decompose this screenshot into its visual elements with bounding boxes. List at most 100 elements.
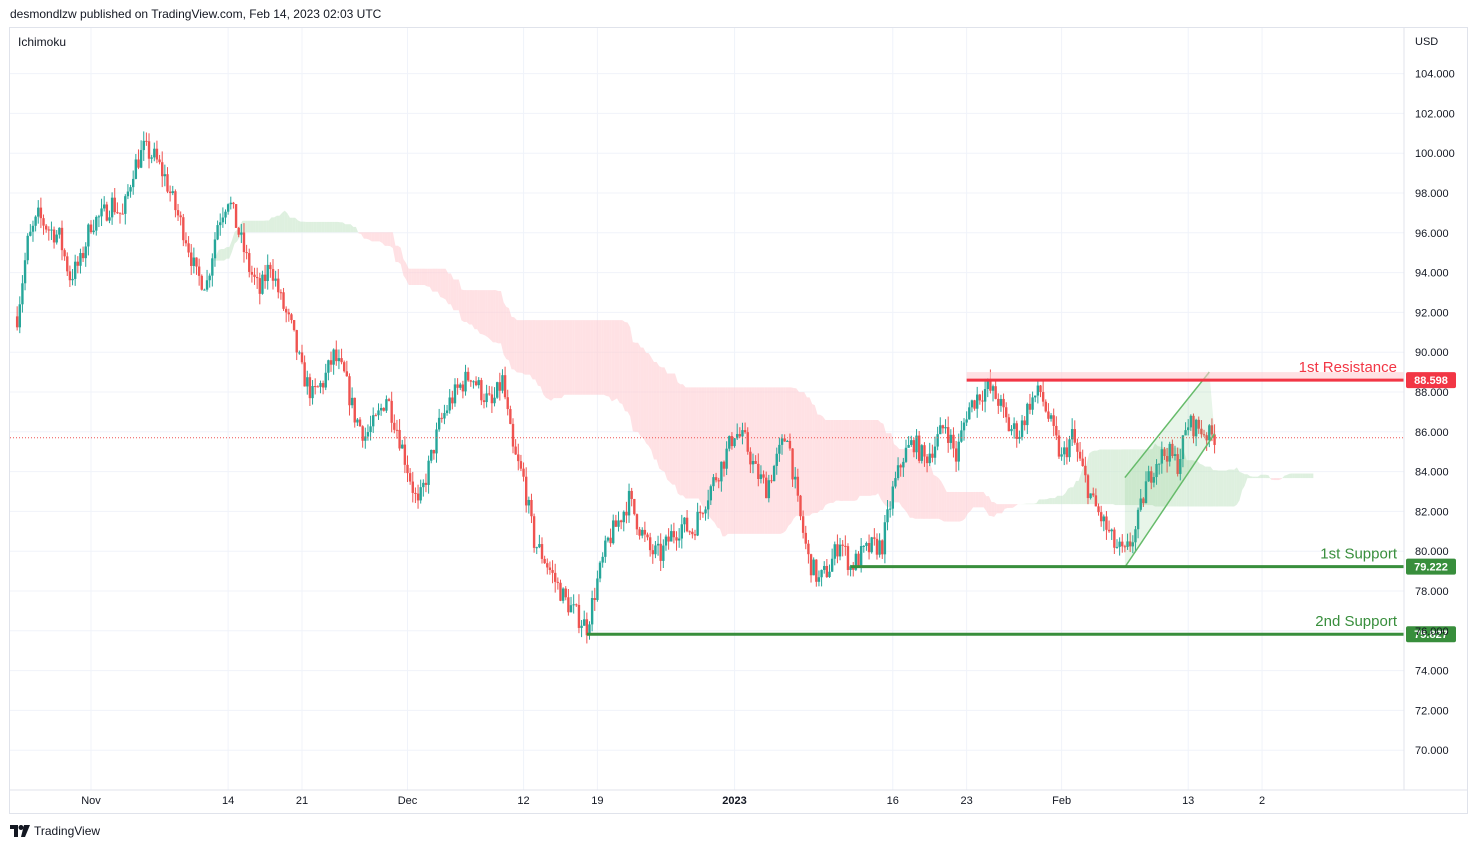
candle-body bbox=[68, 271, 72, 281]
cloud-segment bbox=[1197, 460, 1200, 507]
y-tick-label: 88.000 bbox=[1415, 387, 1449, 399]
candle-body bbox=[815, 559, 818, 582]
candle-body bbox=[366, 432, 370, 437]
y-tick-label: 98.000 bbox=[1415, 188, 1449, 200]
cloud-segment bbox=[915, 448, 918, 519]
cloud-segment bbox=[1039, 499, 1042, 505]
candle-body bbox=[664, 536, 668, 546]
cloud-segment bbox=[131, 274, 135, 277]
cloud-segment bbox=[809, 397, 813, 516]
cloud-segment bbox=[1007, 504, 1011, 509]
cloud-segment bbox=[332, 221, 335, 233]
candle-body bbox=[886, 509, 889, 523]
candle-body bbox=[704, 509, 707, 514]
candle-body bbox=[612, 520, 615, 544]
candle-body bbox=[699, 511, 702, 514]
cloud-segment bbox=[1247, 474, 1251, 479]
cloud-segment bbox=[1181, 448, 1185, 507]
cloud-segment bbox=[551, 320, 554, 401]
cloud-segment bbox=[661, 367, 665, 472]
candle-body bbox=[912, 440, 916, 453]
candle-body bbox=[978, 394, 982, 401]
candle-body bbox=[754, 461, 757, 464]
cloud-segment bbox=[305, 221, 309, 233]
candle-body bbox=[746, 432, 749, 452]
candle-body bbox=[677, 538, 681, 541]
candle-body bbox=[316, 386, 320, 388]
candle-body bbox=[1026, 403, 1029, 426]
cloud-segment bbox=[1279, 478, 1282, 481]
x-tick-label: 23 bbox=[961, 795, 973, 807]
level-label: 1st Resistance bbox=[1299, 359, 1397, 376]
cloud-segment bbox=[941, 481, 945, 522]
cloud-segment bbox=[627, 322, 631, 417]
candle-body bbox=[50, 229, 53, 231]
cloud-segment bbox=[740, 387, 744, 534]
cloud-segment bbox=[403, 259, 407, 280]
cloud-segment bbox=[1015, 504, 1018, 507]
candle-body bbox=[472, 381, 475, 383]
cloud-segment bbox=[983, 491, 987, 511]
candle-body bbox=[459, 384, 462, 388]
cloud-segment bbox=[635, 342, 639, 432]
cloud-segment bbox=[1033, 503, 1037, 505]
candle-body bbox=[1036, 385, 1040, 396]
cloud-segment bbox=[1002, 504, 1005, 514]
x-tick-label: Nov bbox=[81, 795, 101, 807]
cloud-segment bbox=[345, 224, 348, 233]
candle-body bbox=[1157, 463, 1161, 465]
candle-body bbox=[1110, 529, 1113, 532]
candle-body bbox=[577, 604, 581, 628]
candle-body bbox=[870, 537, 873, 553]
cloud-segment bbox=[864, 420, 868, 496]
cloud-segment bbox=[572, 320, 575, 395]
candle-body bbox=[269, 264, 272, 270]
price-tag-text: 75.827 bbox=[1414, 629, 1448, 641]
candle-body bbox=[875, 538, 879, 555]
candle-body bbox=[1078, 451, 1082, 459]
candle-body bbox=[609, 537, 612, 544]
candle-body bbox=[345, 371, 349, 377]
candle-body bbox=[435, 429, 438, 454]
cloud-segment bbox=[1102, 449, 1105, 505]
cloud-segment bbox=[1310, 473, 1314, 479]
cloud-segment bbox=[1057, 495, 1061, 505]
candle-body bbox=[153, 148, 156, 158]
candle-body bbox=[248, 253, 251, 272]
cloud-segment bbox=[1036, 499, 1040, 505]
cloud-segment bbox=[930, 465, 934, 519]
cloud-segment bbox=[1207, 466, 1211, 507]
price-chart[interactable]: 1st Resistance 88.598 1st Support 79.222 2nd… bbox=[0, 0, 1479, 815]
candle-body bbox=[759, 474, 763, 480]
y-tick-label: 90.000 bbox=[1415, 347, 1449, 359]
chart-frame[interactable] bbox=[9, 27, 1468, 814]
candle-body bbox=[662, 545, 665, 561]
cloud-segment bbox=[432, 268, 436, 292]
cloud-segment bbox=[300, 221, 304, 233]
cloud-segment bbox=[1286, 473, 1290, 479]
candle-body bbox=[176, 210, 180, 216]
candle-body bbox=[1041, 392, 1045, 402]
candle-body bbox=[263, 274, 267, 282]
cloud-segment bbox=[448, 273, 451, 305]
cloud-segment bbox=[664, 367, 668, 480]
candle-body bbox=[443, 413, 446, 419]
cloud-segment bbox=[785, 387, 789, 531]
candle-body bbox=[79, 253, 82, 266]
cloud-segment bbox=[922, 456, 926, 519]
candle-body bbox=[567, 597, 570, 613]
cloud-segment bbox=[371, 232, 375, 242]
candle-body bbox=[617, 520, 620, 527]
cloud-segment bbox=[490, 290, 494, 343]
cloud-segment bbox=[833, 420, 836, 503]
cloud-segment bbox=[263, 220, 267, 233]
candle-body bbox=[701, 513, 705, 515]
candle-body bbox=[89, 224, 93, 233]
candle-body bbox=[240, 232, 243, 235]
candle-body bbox=[414, 492, 417, 494]
cloud-segment bbox=[429, 268, 433, 292]
cloud-segment bbox=[1271, 478, 1274, 481]
candle-body bbox=[266, 264, 269, 282]
candle-body bbox=[741, 430, 744, 437]
candle-body bbox=[960, 430, 963, 442]
